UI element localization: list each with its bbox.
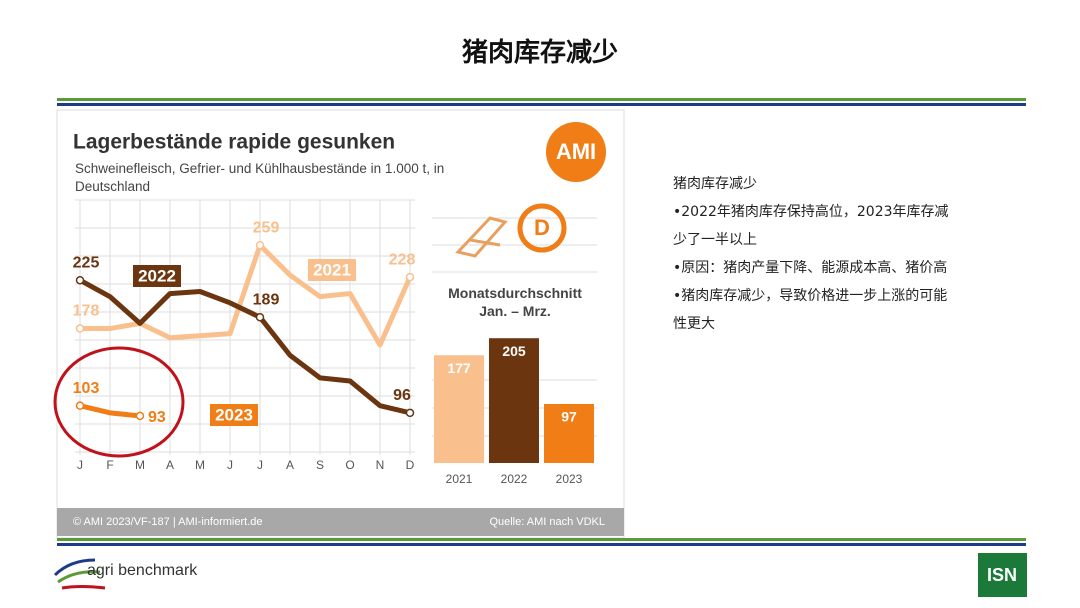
data-label: 103 (73, 380, 100, 397)
data-label: 177 (447, 360, 471, 376)
rule-blue (57, 103, 1026, 106)
x-tick-label: O (345, 458, 354, 472)
x-tick-label: 2021 (446, 472, 473, 486)
chart-logo: AMI (556, 139, 596, 164)
x-tick-label: 2022 (501, 472, 528, 486)
data-label: 259 (253, 219, 280, 236)
slide-text: 猪肉库存减少 •2022年猪肉库存保持高位，2023年库存减少了一半以上 •原因：猪… (673, 170, 958, 338)
text-line: •原因：猪肉产量下降、能源成本高、猪价高 (673, 260, 948, 276)
text-line: 猪肉库存减少 (673, 176, 757, 192)
series-label: 2022 (138, 266, 176, 285)
x-tick-label: J (77, 458, 83, 472)
x-tick-label: 2023 (556, 472, 583, 486)
x-tick-label: D (406, 458, 415, 472)
chart-frame (56, 109, 625, 539)
data-label: 93 (148, 409, 166, 426)
ami-logo (546, 122, 606, 182)
x-tick-label: M (195, 458, 205, 472)
series-label: 2023 (215, 405, 253, 424)
isn-logo (978, 553, 1027, 597)
x-tick-label: J (257, 458, 263, 472)
x-tick-label: M (135, 458, 145, 472)
series-label-box (133, 265, 181, 287)
bar (544, 403, 594, 463)
point (75, 401, 85, 410)
bar-title: Monatsdurchschnitt Jan. – Mrz. (448, 285, 582, 319)
line-series (80, 242, 413, 348)
brand-swoosh (53, 558, 106, 590)
series-label-box (308, 259, 356, 281)
data-label: 228 (389, 251, 416, 268)
chart-subtitle: Schweinefleisch, Gefrier- und Kühlhausbe… (75, 161, 445, 194)
bar (434, 355, 484, 463)
grid (75, 199, 415, 455)
point (75, 275, 85, 285)
badge-ring (517, 203, 567, 253)
point (405, 272, 415, 282)
point (75, 324, 85, 333)
brand-name: agri benchmark (87, 562, 198, 579)
chart-credit: © AMI 2023/VF-187 | AMI-informiert.de (73, 516, 262, 528)
highlight-ring (53, 346, 185, 458)
chart-title: Lagerbestände rapide gesunken (73, 131, 395, 154)
point (255, 312, 265, 322)
isn-logo-text: ISN (987, 565, 1017, 585)
point (135, 411, 145, 421)
point (405, 408, 415, 418)
data-label: 96 (393, 387, 411, 404)
text-line: •2022年猪肉库存保持高位，2023年库存减少了一半以上 (673, 204, 949, 248)
chart-source: Quelle: AMI nach VDKL (489, 516, 605, 528)
rule-green (57, 98, 1026, 101)
pig-icon (455, 216, 508, 258)
data-label: 225 (73, 254, 100, 271)
text-line: •猪肉库存减少，导致价格进一步上涨的可能性更大 (673, 288, 948, 332)
data-label: 97 (561, 409, 577, 425)
data-label: 205 (502, 343, 526, 359)
point (255, 240, 265, 250)
series-label: 2021 (313, 260, 351, 279)
data-label: 178 (73, 303, 100, 320)
slide-title: 猪肉库存减少 (461, 38, 618, 68)
x-tick-label: S (316, 458, 324, 472)
x-tick-label: F (106, 458, 113, 472)
line-series (79, 403, 141, 419)
series-label-box (210, 404, 258, 426)
bar (489, 338, 539, 463)
badge: D (534, 215, 550, 240)
data-label: 189 (253, 291, 280, 308)
x-tick-label: A (166, 458, 174, 472)
x-tick-label: A (286, 458, 294, 472)
rule-blue-bottom (57, 543, 1026, 546)
chart-footer (57, 508, 624, 536)
x-tick-label: N (376, 458, 385, 472)
line-series (78, 278, 411, 416)
x-tick-label: J (227, 458, 233, 472)
rule-green-bottom (57, 538, 1026, 541)
